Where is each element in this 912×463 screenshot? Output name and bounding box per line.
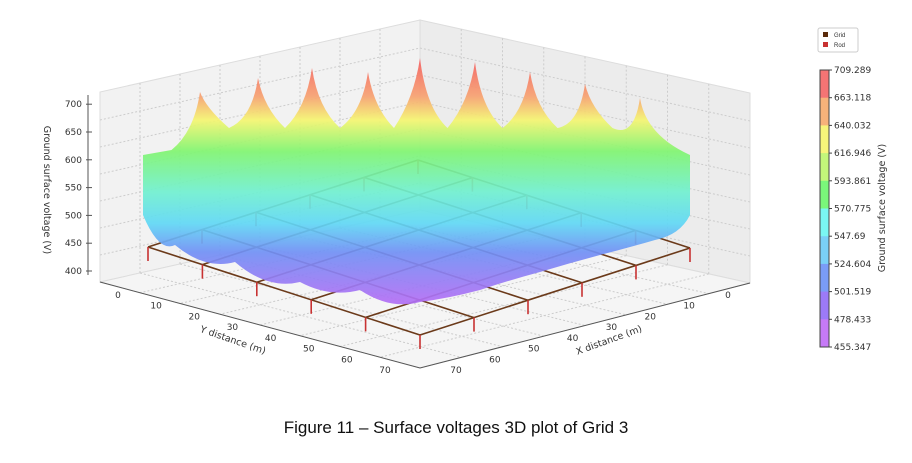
y-tick-label: 30 [227,323,239,333]
colorbar-tick-label: 593.861 [834,177,871,187]
figure-caption: Figure 11 – Surface voltages 3D plot of … [283,418,629,437]
x-tick-label: 20 [645,312,657,322]
y-tick-label: 50 [303,345,315,355]
floor-gridline [379,273,709,358]
colorbar-segment [820,263,829,293]
grid-conductor-line [147,246,421,336]
wall-gridline [99,47,751,122]
y-tick-label: 60 [341,355,353,365]
colorbar-segment [820,319,829,348]
z-tick-label: 650 [65,128,82,138]
colorbar: 709.289 663.118 640.032 616.946 593.861 570.7… [819,66,871,353]
colorbar-tick-label: 524.604 [834,260,871,270]
colorbar-segment [820,236,829,265]
z-tick-label: 600 [65,156,82,166]
x-tick-label: 50 [528,345,540,355]
z-tick-label: 550 [65,184,82,194]
y-tick-label: 10 [150,302,162,312]
legend-swatch-grid [823,32,828,37]
floor-axis-edges [99,281,751,369]
z-tick-label: 400 [65,267,82,277]
grid-conductor-line [419,247,691,336]
legend: Grid Rod [817,27,859,53]
x-tick-label: 30 [606,323,618,333]
colorbar-segment [820,97,829,126]
x-tick-label: 0 [725,291,731,301]
floor-gridline [339,264,668,347]
colorbar-tick-label: 663.118 [834,94,871,104]
floor-gridline [219,236,544,315]
axis-ticks: 4004505005506006507000102030405060700102… [65,95,731,376]
z-tick-label: 700 [65,100,82,110]
legend-label-grid: Grid [834,33,845,39]
colorbar-tick-label: 455.347 [834,343,871,353]
z-axis-label: Ground surface voltage (V) [41,126,52,255]
colorbar-tick-label: 640.032 [834,121,871,131]
y-tick-label: 70 [379,366,391,376]
surface-3d-chart: 4004505005506006507000102030405060700102… [41,19,888,376]
floor-gridline [139,272,462,358]
x-tick-label: 70 [450,366,462,376]
legend-label-rod: Rod [834,43,845,49]
voltage-surface [143,58,690,305]
colorbar-tick-label: 501.519 [834,288,871,298]
colorbar-segment [820,208,829,237]
colorbar-tick-label: 616.946 [834,149,871,159]
colorbar-tick-label: 570.775 [834,205,871,215]
colorbar-segment [820,70,829,99]
colorbar-tick-label: 547.69 [834,232,866,242]
legend-swatch-rod [823,42,828,47]
floor-gridline [179,263,503,348]
colorbar-tick-label: 709.289 [834,66,871,76]
z-tick-label: 500 [65,211,82,221]
colorbar-segment [820,180,829,209]
x-tick-label: 40 [567,334,579,344]
colorbar-label: Ground surface voltage (V) [877,144,888,273]
x-tick-label: 10 [683,302,695,312]
y-tick-label: 40 [265,334,277,344]
colorbar-segment [820,153,829,182]
colorbar-segment [820,125,829,154]
y-tick-label: 0 [115,291,121,301]
z-tick-label: 450 [65,239,82,249]
colorbar-tick-label: 478.433 [834,315,871,325]
x-tick-label: 60 [489,355,501,365]
colorbar-segment [820,291,829,320]
y-tick-label: 20 [189,312,201,322]
